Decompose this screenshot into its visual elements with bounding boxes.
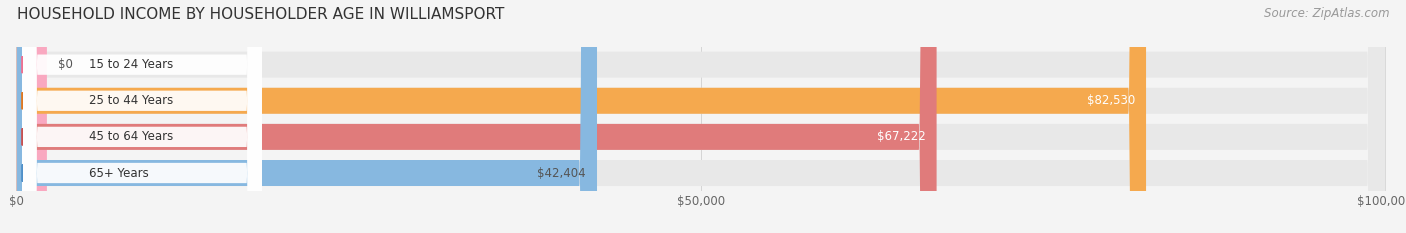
FancyBboxPatch shape <box>17 0 1385 233</box>
FancyBboxPatch shape <box>22 0 262 233</box>
Text: 45 to 64 Years: 45 to 64 Years <box>90 130 173 143</box>
FancyBboxPatch shape <box>22 0 262 233</box>
FancyBboxPatch shape <box>17 0 1385 233</box>
FancyBboxPatch shape <box>17 0 598 233</box>
FancyBboxPatch shape <box>17 0 936 233</box>
FancyBboxPatch shape <box>17 0 1146 233</box>
Text: Source: ZipAtlas.com: Source: ZipAtlas.com <box>1264 7 1389 20</box>
Text: 25 to 44 Years: 25 to 44 Years <box>90 94 173 107</box>
FancyBboxPatch shape <box>22 0 262 233</box>
Text: HOUSEHOLD INCOME BY HOUSEHOLDER AGE IN WILLIAMSPORT: HOUSEHOLD INCOME BY HOUSEHOLDER AGE IN W… <box>17 7 505 22</box>
Text: $82,530: $82,530 <box>1087 94 1135 107</box>
FancyBboxPatch shape <box>17 0 1385 233</box>
FancyBboxPatch shape <box>22 0 262 233</box>
FancyBboxPatch shape <box>17 0 1385 233</box>
Text: 15 to 24 Years: 15 to 24 Years <box>90 58 173 71</box>
Text: $67,222: $67,222 <box>877 130 925 143</box>
FancyBboxPatch shape <box>17 0 46 233</box>
Text: $42,404: $42,404 <box>537 167 586 179</box>
Text: 65+ Years: 65+ Years <box>90 167 149 179</box>
Text: $0: $0 <box>58 58 73 71</box>
